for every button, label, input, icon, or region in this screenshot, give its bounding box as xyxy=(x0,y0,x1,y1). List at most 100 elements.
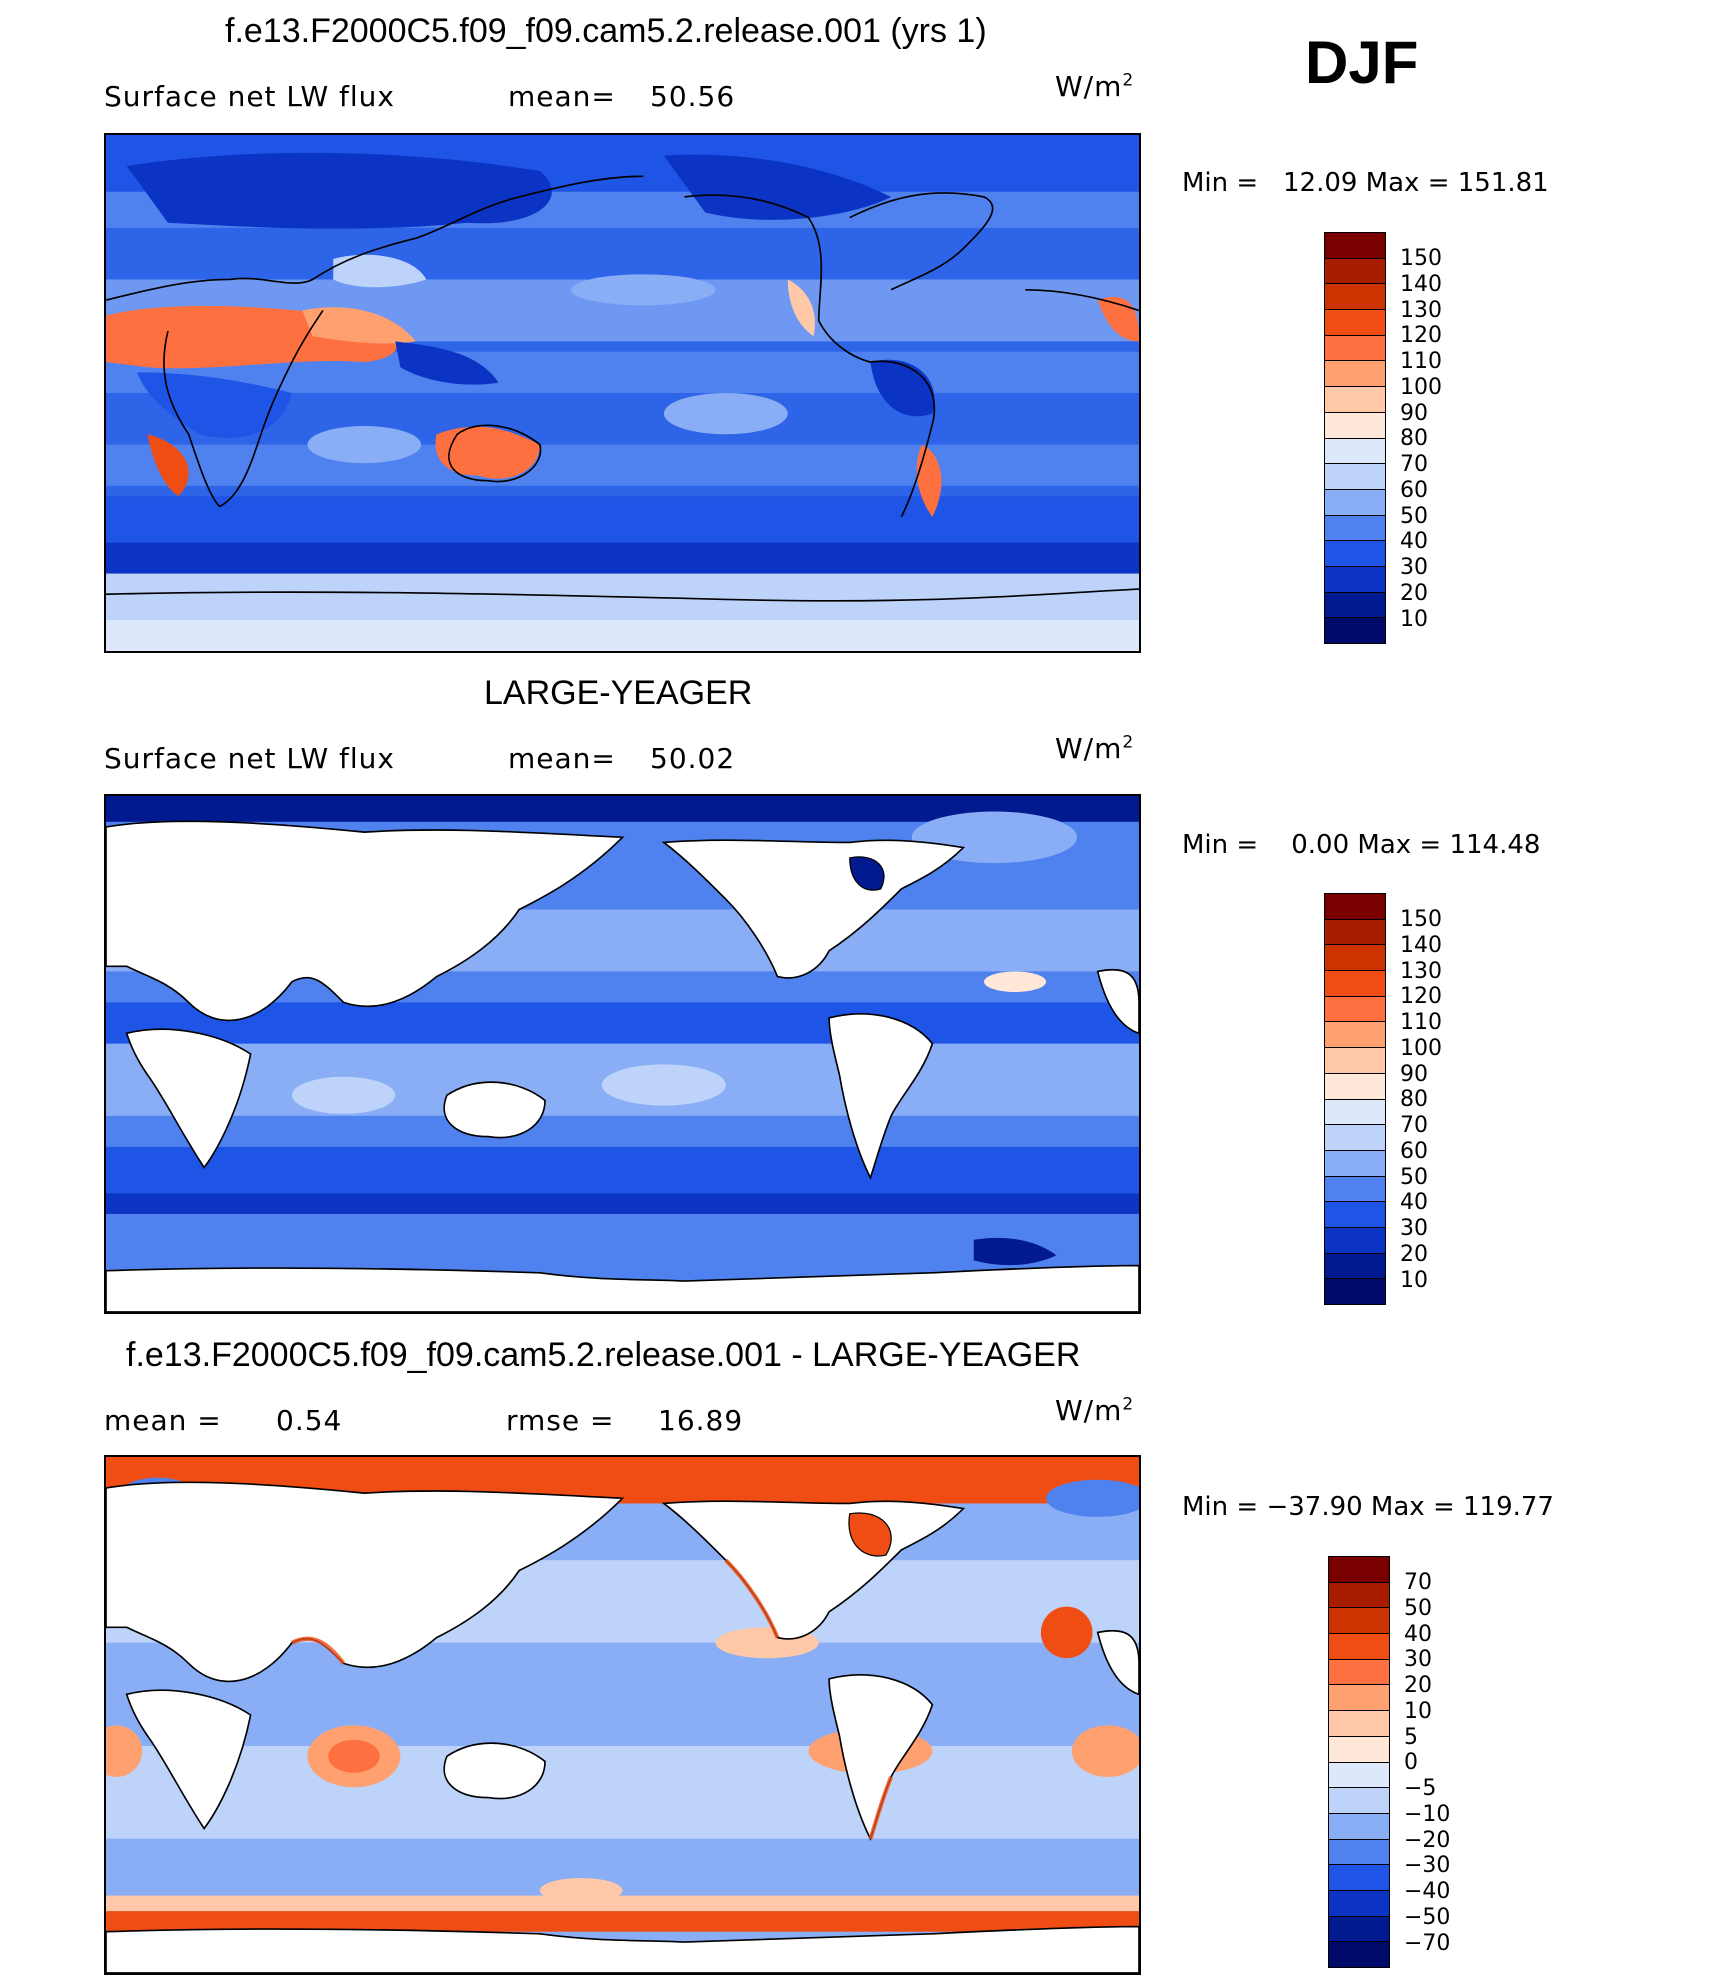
panel1-cbar-label: 140 xyxy=(1400,271,1442,297)
panel2-cbar-swatch xyxy=(1325,1048,1385,1074)
panel3-cbar-label: −40 xyxy=(1404,1879,1451,1904)
panel3-cbar-swatch xyxy=(1329,1813,1389,1840)
panel2-cbar-label: 130 xyxy=(1400,958,1442,984)
panel2-mean-value: 50.02 xyxy=(650,742,736,775)
panel3-cbar-swatch xyxy=(1329,1557,1389,1583)
panel1-cbar-label: 90 xyxy=(1400,400,1428,426)
panel1-mean-label: mean= xyxy=(508,80,616,113)
panel1-cbar-swatch xyxy=(1325,335,1385,362)
panel1-cbar-swatch xyxy=(1325,464,1385,490)
panel1-colorbar xyxy=(1324,232,1386,644)
panel2-cbar-label: 100 xyxy=(1400,1035,1442,1061)
panel1-cbar-label: 150 xyxy=(1400,246,1442,271)
panel2-variable-label: Surface net LW flux xyxy=(104,742,395,775)
panel2-cbar-label: 80 xyxy=(1400,1087,1428,1113)
panel3-title: f.e13.F2000C5.f09_f09.cam5.2.release.001… xyxy=(126,1336,1081,1374)
panel3-cbar-label: 0 xyxy=(1404,1750,1418,1776)
panel2-cbar-swatch xyxy=(1325,1253,1385,1280)
panel3-cbar-label: −30 xyxy=(1404,1853,1451,1879)
panel1-map xyxy=(104,133,1141,653)
panel1-minmax: Min = 12.09 Max = 151.81 xyxy=(1182,168,1549,198)
panel2-cbar-swatch xyxy=(1325,1073,1385,1100)
panel1-cbar-label: 110 xyxy=(1400,349,1442,374)
panel1-cbar-label: 80 xyxy=(1400,426,1428,452)
panel3-mean-value: 0.54 xyxy=(276,1404,343,1437)
panel2-cbar-label: 10 xyxy=(1400,1267,1428,1293)
panel2-cbar-swatch xyxy=(1325,1279,1385,1304)
panel2-cbar-swatch xyxy=(1325,996,1385,1023)
panel2-cbar-label: 70 xyxy=(1400,1113,1428,1138)
panel1-cbar-swatch xyxy=(1325,258,1385,285)
panel3-cbar-label: 50 xyxy=(1404,1595,1432,1621)
panel3-cbar-label: 40 xyxy=(1404,1621,1432,1647)
panel3-cbar-swatch xyxy=(1329,1788,1389,1814)
panel2-title: LARGE-YEAGER xyxy=(484,674,753,712)
panel1-unit: W/m2 xyxy=(1055,70,1135,103)
panel1-title: f.e13.F2000C5.f09_f09.cam5.2.release.001… xyxy=(225,12,987,50)
panel2-cbar-label: 30 xyxy=(1400,1216,1428,1241)
panel3-cbar-label: −50 xyxy=(1404,1904,1451,1930)
panel3-cbar-swatch xyxy=(1329,1942,1389,1967)
panel2-cbar-label: 150 xyxy=(1400,907,1442,932)
panel2-cbar-label: 120 xyxy=(1400,984,1442,1010)
panel3-cbar-swatch xyxy=(1329,1711,1389,1737)
panel2-cbar-swatch xyxy=(1325,1125,1385,1151)
panel2-cbar-swatch xyxy=(1325,971,1385,997)
panel1-cbar-swatch xyxy=(1325,592,1385,619)
panel1-cbar-label: 100 xyxy=(1400,374,1442,400)
panel2-cbar-swatch xyxy=(1325,1176,1385,1203)
panel2-map-svg xyxy=(106,796,1139,1312)
panel3-cbar-swatch xyxy=(1329,1762,1389,1789)
panel3-cbar-swatch xyxy=(1329,1659,1389,1686)
panel2-cbar-swatch xyxy=(1325,1099,1385,1126)
panel3-colorbar xyxy=(1328,1556,1390,1968)
panel1-mean-value: 50.56 xyxy=(650,80,736,113)
panel1-cbar-swatch xyxy=(1325,541,1385,567)
panel3-cbar-label: −5 xyxy=(1404,1776,1437,1801)
panel3-cbar-swatch xyxy=(1329,1582,1389,1609)
panel1-cbar-swatch xyxy=(1325,284,1385,311)
panel2-cbar-swatch xyxy=(1325,919,1385,946)
panel2-colorbar xyxy=(1324,893,1386,1305)
panel1-cbar-label: 40 xyxy=(1400,529,1428,555)
panel2-cbar-swatch xyxy=(1325,1227,1385,1254)
panel3-cbar-swatch xyxy=(1329,1865,1389,1891)
panel1-cbar-swatch xyxy=(1325,233,1385,259)
panel3-rmse-label: rmse = xyxy=(506,1404,615,1437)
panel1-cbar-label: 50 xyxy=(1400,503,1428,529)
panel1-cbar-swatch xyxy=(1325,310,1385,336)
panel3-cbar-swatch xyxy=(1329,1736,1389,1763)
panel1-cbar-swatch xyxy=(1325,361,1385,388)
panel2-cbar-swatch xyxy=(1325,894,1385,920)
panel2-cbar-label: 110 xyxy=(1400,1010,1442,1035)
panel1-cbar-label: 70 xyxy=(1400,452,1428,477)
panel3-cbar-label: 10 xyxy=(1404,1698,1432,1724)
panel1-cbar-label: 60 xyxy=(1400,477,1428,503)
panel3-cbar-swatch xyxy=(1329,1916,1389,1943)
panel1-variable-label: Surface net LW flux xyxy=(104,80,395,113)
panel3-cbar-swatch xyxy=(1329,1634,1389,1660)
panel2-cbar-label: 40 xyxy=(1400,1190,1428,1216)
panel2-mean-label: mean= xyxy=(508,742,616,775)
panel1-cbar-swatch xyxy=(1325,438,1385,465)
panel3-cbar-label: 30 xyxy=(1404,1647,1432,1673)
panel1-cbar-swatch xyxy=(1325,566,1385,593)
panel3-cbar-label: −70 xyxy=(1404,1930,1451,1956)
panel2-cbar-label: 90 xyxy=(1400,1061,1428,1087)
panel1-cbar-swatch xyxy=(1325,618,1385,643)
panel3-minmax: Min = −37.90 Max = 119.77 xyxy=(1182,1492,1554,1522)
panel2-cbar-label: 50 xyxy=(1400,1164,1428,1190)
panel3-rmse-value: 16.89 xyxy=(658,1404,744,1437)
panel3-cbar-label: −20 xyxy=(1404,1827,1451,1853)
panel3-map-svg xyxy=(106,1457,1139,1973)
panel3-cbar-label: −10 xyxy=(1404,1801,1451,1827)
panel2-cbar-label: 20 xyxy=(1400,1241,1428,1267)
panel3-map xyxy=(104,1455,1141,1975)
panel1-cbar-label: 130 xyxy=(1400,297,1442,323)
panel2-minmax: Min = 0.00 Max = 114.48 xyxy=(1182,830,1541,860)
panel3-cbar-swatch xyxy=(1329,1685,1389,1712)
panel3-mean-label: mean = xyxy=(104,1404,222,1437)
panel2-cbar-swatch xyxy=(1325,945,1385,972)
panel2-cbar-label: 60 xyxy=(1400,1138,1428,1164)
panel1-cbar-swatch xyxy=(1325,412,1385,439)
